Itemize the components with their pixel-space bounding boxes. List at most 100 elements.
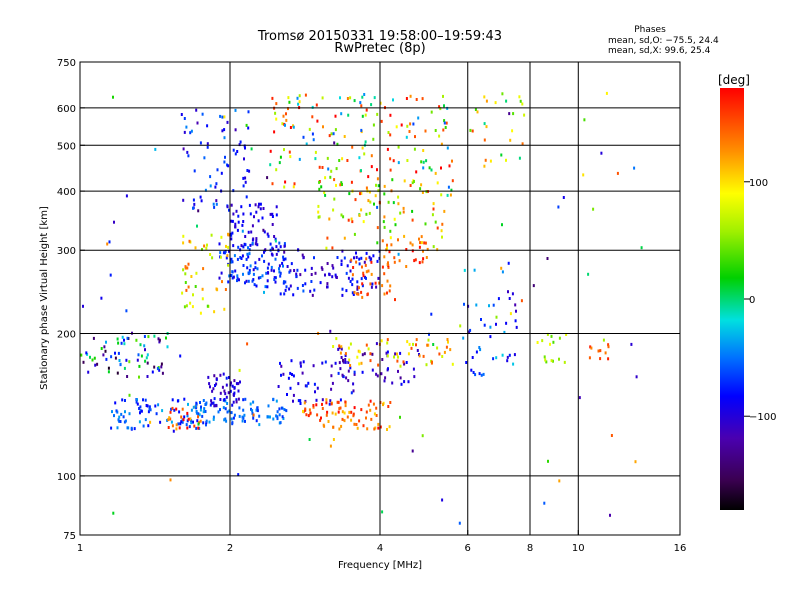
data-point	[185, 423, 188, 427]
data-point	[120, 412, 123, 416]
data-point	[443, 119, 446, 123]
x-tick-label: 2	[227, 543, 233, 554]
data-point	[283, 408, 286, 412]
data-point	[293, 182, 296, 186]
data-point	[345, 271, 348, 275]
data-point	[126, 336, 129, 340]
data-point	[283, 250, 286, 254]
data-point	[269, 242, 272, 246]
data-point	[248, 252, 251, 256]
data-point	[256, 409, 259, 413]
data-point	[409, 241, 412, 245]
data-point	[469, 328, 472, 332]
data-point	[299, 361, 302, 365]
data-point	[247, 230, 250, 234]
data-point	[436, 346, 439, 350]
data-point	[520, 299, 523, 303]
data-point	[388, 289, 391, 293]
data-point	[501, 223, 503, 227]
data-point	[154, 147, 157, 151]
data-point	[209, 253, 212, 256]
data-point	[252, 400, 255, 404]
data-point	[187, 154, 190, 158]
data-point	[284, 288, 287, 292]
data-point	[226, 120, 229, 124]
data-point	[219, 391, 222, 395]
data-point	[428, 166, 431, 170]
data-point	[190, 408, 193, 412]
data-point	[249, 264, 252, 268]
data-point	[362, 271, 365, 275]
data-point	[448, 164, 451, 168]
data-point	[111, 410, 113, 414]
data-point	[379, 425, 382, 429]
data-point	[324, 273, 326, 277]
data-point	[275, 213, 278, 217]
data-point	[415, 343, 417, 347]
data-point	[275, 252, 278, 256]
data-point	[311, 132, 314, 136]
data-point	[254, 266, 257, 270]
data-point	[320, 416, 322, 420]
data-point	[349, 366, 352, 370]
data-point	[397, 252, 400, 256]
data-point	[413, 180, 415, 183]
data-point	[223, 307, 226, 311]
data-point	[110, 426, 113, 430]
data-point	[183, 117, 186, 120]
data-point	[443, 121, 446, 125]
data-point	[518, 95, 521, 99]
data-point	[199, 141, 202, 145]
data-point	[271, 182, 274, 186]
data-point	[321, 166, 324, 169]
data-point	[159, 420, 162, 424]
data-point	[292, 393, 295, 397]
data-point	[302, 409, 304, 413]
data-point	[513, 353, 516, 357]
data-point	[192, 206, 194, 210]
data-point	[393, 260, 396, 264]
data-point	[252, 413, 255, 417]
data-point	[92, 336, 95, 340]
data-point	[327, 420, 330, 423]
data-point	[246, 169, 249, 172]
data-point	[244, 180, 247, 184]
data-point	[363, 352, 366, 356]
data-point	[265, 271, 268, 275]
data-point	[226, 254, 229, 258]
data-point	[110, 355, 113, 359]
data-point	[219, 373, 222, 377]
data-point	[304, 93, 307, 97]
data-point	[182, 198, 185, 202]
data-point	[441, 498, 444, 502]
data-point	[350, 391, 353, 395]
data-point	[602, 338, 605, 342]
data-point	[351, 273, 354, 277]
data-point	[607, 343, 610, 347]
data-point	[351, 283, 354, 287]
data-point	[266, 279, 269, 283]
data-point	[340, 181, 343, 185]
data-point	[340, 424, 343, 428]
data-point	[229, 389, 232, 393]
data-point	[351, 291, 354, 295]
data-point	[210, 401, 213, 405]
data-point	[376, 226, 379, 230]
data-point	[334, 273, 337, 277]
data-point	[337, 410, 340, 414]
data-point	[436, 181, 439, 185]
data-point	[267, 234, 270, 238]
data-point	[225, 244, 227, 248]
data-point	[197, 422, 200, 426]
data-point	[146, 353, 149, 357]
data-point	[360, 169, 362, 173]
data-point	[195, 426, 198, 430]
data-point	[279, 292, 282, 296]
data-point	[360, 290, 363, 294]
data-point	[443, 209, 446, 213]
data-point	[446, 106, 449, 110]
data-point	[256, 243, 259, 247]
data-point	[170, 420, 173, 424]
data-point	[332, 438, 335, 441]
y-tick-label: 75	[63, 531, 76, 542]
